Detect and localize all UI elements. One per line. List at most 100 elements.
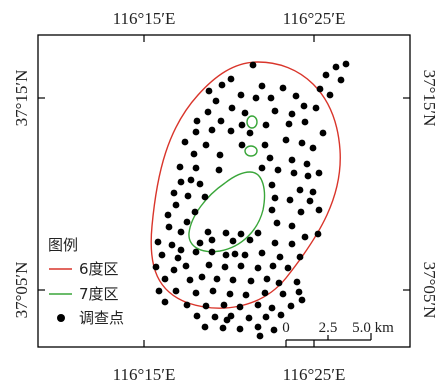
survey-point xyxy=(254,323,262,331)
survey-point xyxy=(170,266,178,274)
survey-point xyxy=(227,75,235,83)
survey-point xyxy=(192,164,200,172)
survey-point xyxy=(208,248,216,256)
legend-zone7-label: 7度区 xyxy=(79,285,119,303)
survey-point xyxy=(237,91,245,99)
survey-point xyxy=(270,326,278,334)
survey-point xyxy=(196,239,204,247)
survey-point xyxy=(262,121,270,129)
survey-point xyxy=(181,138,189,146)
survey-point xyxy=(201,323,209,331)
survey-point xyxy=(205,87,213,95)
survey-point xyxy=(275,279,283,287)
survey-point xyxy=(298,296,306,304)
survey-point xyxy=(273,219,281,227)
survey-point xyxy=(246,236,254,244)
top-lon-label-2: 116°25′E xyxy=(283,9,346,28)
survey-point xyxy=(276,253,284,261)
survey-point xyxy=(208,236,216,244)
scale-label-5-km: 5.0 km xyxy=(352,320,394,336)
survey-point xyxy=(220,301,228,309)
survey-point xyxy=(271,107,279,115)
survey-point xyxy=(204,228,212,236)
survey-point xyxy=(174,254,182,262)
survey-point xyxy=(215,166,223,174)
survey-point xyxy=(256,332,264,340)
survey-point xyxy=(218,81,226,89)
survey-point xyxy=(263,275,271,283)
survey-point xyxy=(191,208,199,216)
survey-point xyxy=(342,60,350,68)
survey-point xyxy=(319,129,327,137)
legend-title: 图例 xyxy=(48,236,78,254)
survey-point xyxy=(192,248,200,256)
survey-point xyxy=(296,253,304,261)
frame-ticks xyxy=(38,35,410,347)
survey-point xyxy=(226,290,234,298)
survey-point xyxy=(309,144,317,152)
survey-point xyxy=(192,289,200,297)
survey-point xyxy=(164,211,172,219)
survey-point xyxy=(249,61,257,69)
survey-point xyxy=(182,262,190,270)
survey-point xyxy=(241,109,249,117)
survey-point xyxy=(290,169,298,177)
survey-point xyxy=(274,166,282,174)
survey-point xyxy=(337,76,345,84)
survey-point xyxy=(322,71,330,79)
survey-point xyxy=(297,208,305,216)
survey-point xyxy=(252,94,260,102)
survey-point xyxy=(176,163,184,171)
survey-point xyxy=(192,128,200,136)
survey-point xyxy=(258,249,266,257)
survey-point xyxy=(223,316,231,324)
survey-point xyxy=(193,117,201,125)
survey-point xyxy=(301,118,309,126)
survey-point xyxy=(267,94,275,102)
survey-point xyxy=(152,263,160,271)
survey-point xyxy=(292,92,300,100)
survey-point xyxy=(158,251,166,259)
survey-point xyxy=(184,192,192,200)
survey-point xyxy=(282,136,290,144)
survey-point xyxy=(306,197,314,205)
survey-point xyxy=(172,201,180,209)
survey-point xyxy=(170,189,178,197)
survey-point xyxy=(217,117,225,125)
left-lat-label-1: 37°15′N xyxy=(12,70,31,127)
survey-point xyxy=(316,85,324,93)
survey-point xyxy=(268,304,276,312)
survey-points xyxy=(152,60,350,340)
survey-point xyxy=(298,139,306,147)
survey-point xyxy=(212,97,220,105)
survey-point xyxy=(231,250,239,258)
survey-point xyxy=(245,314,253,322)
survey-point xyxy=(288,156,296,164)
survey-point xyxy=(288,110,296,118)
survey-point xyxy=(208,126,216,134)
legend-point-label: 调查点 xyxy=(79,309,124,327)
survey-point xyxy=(201,193,209,201)
legend: 图例 6度区 7度区 调查点 xyxy=(48,236,124,327)
survey-point xyxy=(279,84,287,92)
survey-point xyxy=(296,186,304,194)
survey-point xyxy=(268,181,276,189)
zone-6-boundary xyxy=(150,61,341,309)
survey-point xyxy=(177,178,185,186)
survey-point xyxy=(332,63,340,71)
scale-bar xyxy=(285,333,372,347)
survey-point xyxy=(237,262,245,270)
right-lat-label-2: 37°05′N xyxy=(420,262,439,319)
survey-point xyxy=(258,82,266,90)
bottom-lon-label-1: 116°15′E xyxy=(113,365,176,384)
survey-point xyxy=(261,141,269,149)
survey-point xyxy=(277,311,285,319)
survey-point xyxy=(284,264,292,272)
survey-point xyxy=(236,303,244,311)
survey-point xyxy=(254,264,262,272)
survey-point xyxy=(198,273,206,281)
survey-point xyxy=(161,298,169,306)
survey-point xyxy=(241,251,249,259)
survey-point xyxy=(258,164,266,172)
